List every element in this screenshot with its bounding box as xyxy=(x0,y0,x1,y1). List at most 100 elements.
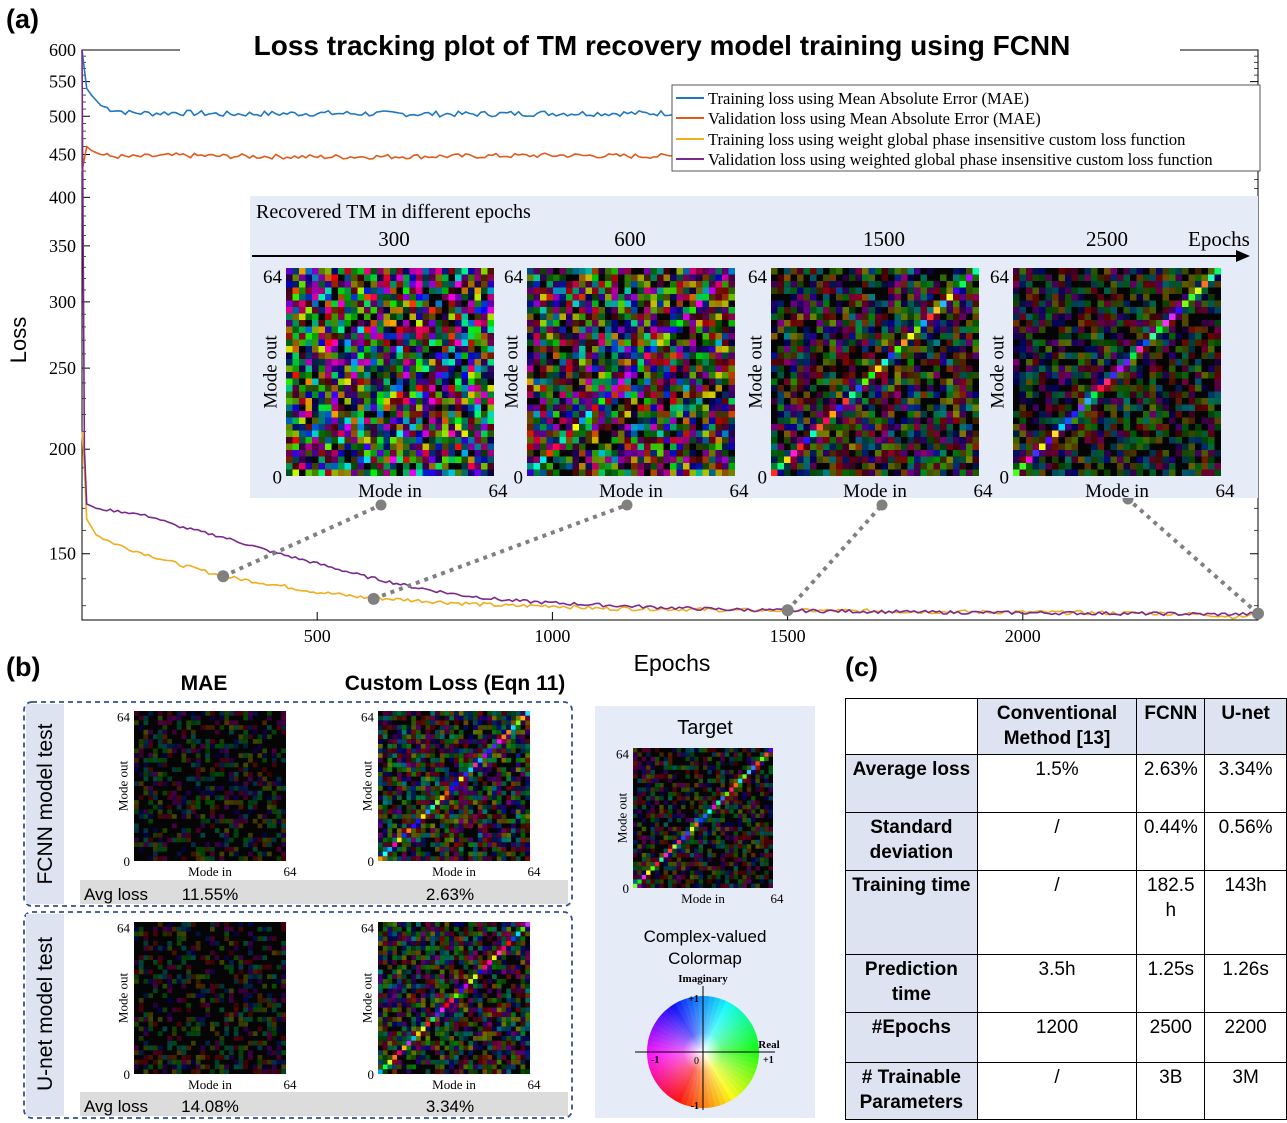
tm-pixel xyxy=(722,463,729,470)
tm-pixel xyxy=(299,385,306,392)
tm-pixel xyxy=(790,463,797,470)
tm-pixel xyxy=(481,300,488,307)
tm-pixel xyxy=(403,287,410,294)
tm-pixel xyxy=(907,300,914,307)
tm-xlabel: Mode in xyxy=(358,481,422,502)
tm-pixel xyxy=(592,365,599,372)
tm-pixel xyxy=(683,346,690,353)
tm-pixel xyxy=(252,837,258,843)
tm-pixel xyxy=(496,795,502,801)
tm-pixel xyxy=(676,443,683,450)
tm-pixel xyxy=(1091,372,1098,379)
tm-pixel xyxy=(1123,430,1130,437)
tm-pixel xyxy=(1123,437,1130,444)
tm-pixel xyxy=(420,748,426,754)
tm-pixel xyxy=(448,437,455,444)
tm-pixel xyxy=(392,739,398,744)
tm-pixel xyxy=(487,757,493,763)
tm-pixel xyxy=(946,365,953,372)
tm-pixel xyxy=(1104,300,1111,307)
tm-pixel xyxy=(702,346,709,353)
tm-pixel xyxy=(842,339,849,346)
tm-pixel xyxy=(777,346,784,353)
tm-pixel xyxy=(624,352,631,359)
tm-pixel xyxy=(1149,456,1156,463)
tm-pixel xyxy=(676,281,683,288)
tm-pixel xyxy=(482,842,488,847)
tm-pixel xyxy=(409,294,416,301)
tm-pixel xyxy=(148,711,154,716)
tm-pixel xyxy=(429,411,436,418)
tm-pixel xyxy=(377,281,384,288)
tm-pixel xyxy=(663,437,670,444)
x-tick-label: 2000 xyxy=(1005,626,1041,646)
tm-pixel xyxy=(325,404,332,411)
tm-pixel xyxy=(559,359,566,366)
tm-pixel xyxy=(1169,352,1176,359)
tm-pixel xyxy=(637,365,644,372)
tm-pixel xyxy=(1013,320,1020,327)
tm-pixel xyxy=(1130,469,1137,476)
tm-pixel xyxy=(901,307,908,314)
tm-pixel xyxy=(1149,385,1156,392)
tm-pixel xyxy=(1162,391,1169,398)
tm-pixel xyxy=(1084,313,1091,320)
tm-pixel xyxy=(683,385,690,392)
tm-pixel xyxy=(461,463,468,470)
tm-pixel xyxy=(709,307,716,314)
tm-pixel xyxy=(525,846,531,852)
tm-pixel xyxy=(1123,313,1130,320)
tm-pixel xyxy=(1123,339,1130,346)
tm-pixel xyxy=(777,287,784,294)
tm-pixel xyxy=(1091,437,1098,444)
tm-pixel xyxy=(396,411,403,418)
tm-pixel xyxy=(797,281,804,288)
tm-pixel xyxy=(487,767,493,772)
tm-pixel xyxy=(696,274,703,281)
tm-pixel xyxy=(1156,450,1163,457)
tm-pixel xyxy=(572,359,579,366)
tm-pixel xyxy=(463,790,469,796)
panel-label-a: (a) xyxy=(6,4,39,34)
tm-pixel xyxy=(134,748,139,754)
tm-pixel xyxy=(312,411,319,418)
tm-pixel xyxy=(1123,307,1130,314)
tm-pixel xyxy=(546,287,553,294)
tm-pixel xyxy=(598,320,605,327)
tm-pixel xyxy=(357,443,364,450)
tm-pixel xyxy=(670,287,677,294)
tm-pixel xyxy=(370,300,377,307)
tm-pixel xyxy=(810,359,817,366)
tm-pixel xyxy=(370,333,377,340)
tm-pixel xyxy=(1058,281,1065,288)
tm-pixel xyxy=(959,281,966,288)
tm-pixel xyxy=(728,469,735,476)
tm-pixel xyxy=(186,790,192,796)
tm-pixel xyxy=(325,320,332,327)
tm-pixel xyxy=(1039,463,1046,470)
tm-pixel xyxy=(482,814,488,819)
tm-pixel xyxy=(425,729,431,735)
tm-pixel xyxy=(403,281,410,288)
tm-pixel xyxy=(281,729,287,735)
tm-pixel xyxy=(715,385,722,392)
tm-pixel xyxy=(1208,294,1215,301)
tm-pixel xyxy=(214,762,220,768)
tm-pixel xyxy=(382,734,388,740)
tm-pixel xyxy=(689,300,696,307)
tm-pixel xyxy=(644,430,651,437)
tm-pixel xyxy=(442,294,449,301)
x-tick-label: 1500 xyxy=(770,626,806,646)
tm-pixel xyxy=(823,320,830,327)
tm-pixel xyxy=(1162,320,1169,327)
tm-pixel xyxy=(396,450,403,457)
tm-pixel xyxy=(153,795,158,801)
tm-pixel xyxy=(487,795,493,801)
tm-pixel xyxy=(387,823,393,829)
tm-pixel xyxy=(553,437,560,444)
tm-pixel xyxy=(262,842,268,847)
tm-pixel xyxy=(458,767,464,772)
tm-pixel xyxy=(172,837,177,843)
tm-pixel xyxy=(1156,391,1163,398)
tm-pixel xyxy=(430,767,436,772)
